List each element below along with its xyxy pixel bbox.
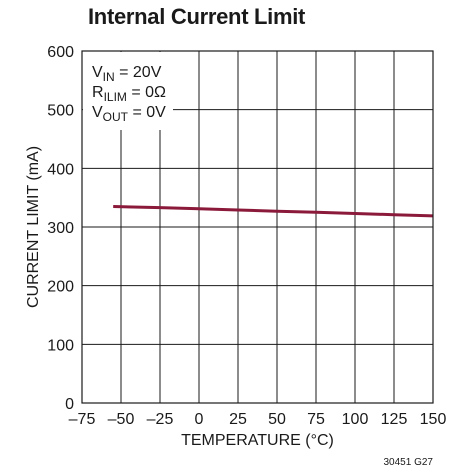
x-tick-label: 25: [229, 411, 247, 428]
y-tick-label: 100: [47, 337, 74, 354]
figure-code: 30451 G27: [384, 457, 434, 468]
y-tick-label: 600: [47, 44, 74, 61]
y-axis-label: CURRENT LIMIT (mA): [25, 146, 42, 308]
x-tick-label: –75: [69, 411, 96, 428]
x-tick-label: 125: [381, 411, 408, 428]
x-tick-label: 150: [420, 411, 447, 428]
conditions-legend-background: [83, 52, 173, 130]
x-tick-label: 50: [268, 411, 286, 428]
x-tick-label: 100: [342, 411, 369, 428]
x-axis-label: TEMPERATURE (°C): [181, 432, 334, 449]
condition-label: RILIM = 0Ω: [92, 84, 166, 104]
x-tick-label: 0: [195, 411, 204, 428]
y-tick-label: 400: [47, 161, 74, 178]
y-tick-label: 500: [47, 103, 74, 120]
y-tick-label: 200: [47, 279, 74, 296]
x-tick-label: 75: [307, 411, 325, 428]
y-tick-labels: 0 100 200 300 400 500 600: [47, 44, 74, 413]
y-tick-label: 0: [65, 396, 74, 413]
y-tick-label: 300: [47, 220, 74, 237]
grid: [82, 51, 433, 403]
x-tick-labels: –75 –50 –25 0 25 50 75 100 125 150: [69, 411, 447, 428]
chart-title: Internal Current Limit: [88, 4, 306, 29]
x-tick-label: –50: [108, 411, 135, 428]
condition-label: VOUT = 0V: [92, 104, 166, 124]
series-layer: [113, 205, 434, 218]
series-line: [113, 205, 434, 218]
condition-label: VIN = 20V: [92, 64, 162, 84]
plot-frame: [81, 50, 434, 404]
x-tick-label: –25: [147, 411, 174, 428]
